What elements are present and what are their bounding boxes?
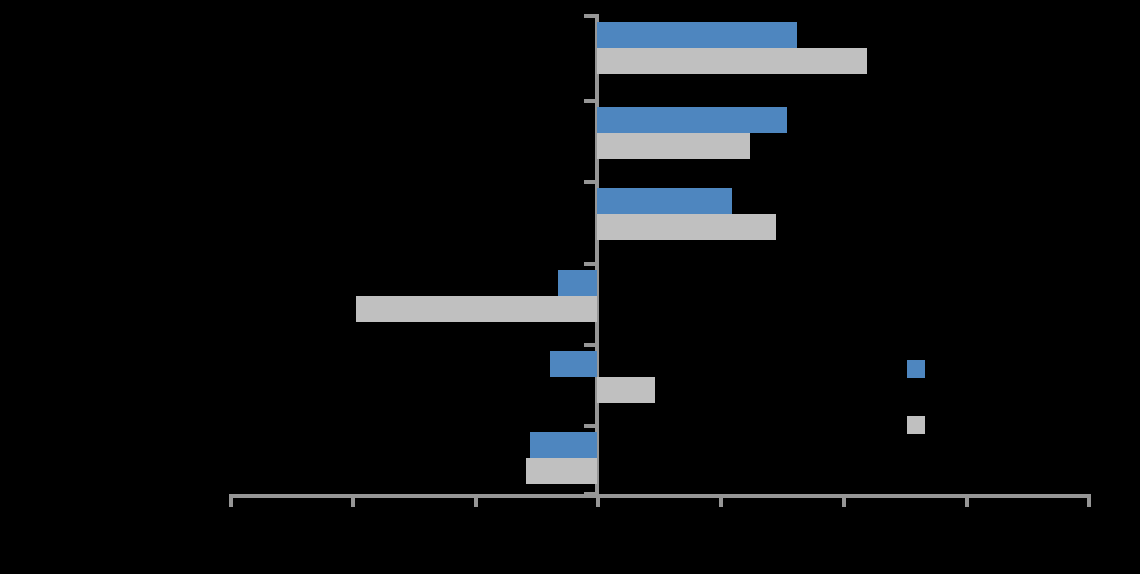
bar-series-a-category-4 — [557, 270, 597, 296]
bar-series-b-category-1 — [597, 48, 867, 74]
legend-swatch-blue-icon — [907, 360, 925, 378]
bar-series-a-category-6 — [529, 432, 597, 458]
bar-series-b-category-4 — [355, 296, 597, 322]
legend-swatch-gray-icon — [907, 416, 925, 434]
x-axis-tick — [842, 494, 846, 507]
bar-series-b-category-6 — [525, 458, 597, 484]
bar-series-a-category-2 — [597, 107, 787, 133]
y-axis-tick — [584, 14, 595, 18]
bar-series-b-category-2 — [597, 133, 751, 159]
x-axis-tick — [351, 494, 355, 507]
x-axis-tick — [719, 494, 723, 507]
bar-series-a-category-5 — [550, 351, 597, 377]
y-axis-tick — [584, 343, 595, 347]
x-axis-tick — [965, 494, 969, 507]
y-axis-tick — [584, 180, 595, 184]
bar-series-a-category-3 — [597, 188, 732, 214]
bar-series-a-category-1 — [597, 22, 797, 48]
x-axis-tick — [229, 494, 233, 507]
x-axis-tick — [474, 494, 478, 507]
x-axis-tick — [1087, 494, 1091, 507]
bar-series-b-category-3 — [597, 214, 776, 240]
y-axis-line — [595, 14, 599, 498]
bar-series-b-category-5 — [597, 377, 655, 403]
y-axis-tick — [584, 262, 595, 266]
x-axis-line — [229, 494, 1091, 498]
y-axis-tick — [584, 99, 595, 103]
x-axis-tick — [596, 494, 600, 507]
y-axis-tick — [584, 424, 595, 428]
